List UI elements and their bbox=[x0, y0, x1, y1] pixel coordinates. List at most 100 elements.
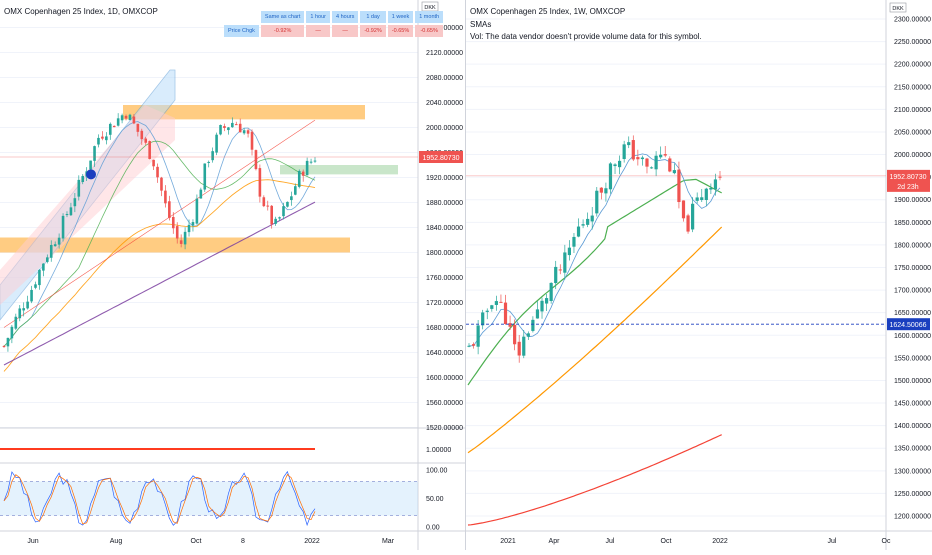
daily-chart-canvas[interactable]: 2160.00000 2120.00000 2080.00000 2040.00000… bbox=[0, 0, 465, 550]
table-cell-1: — bbox=[306, 25, 330, 37]
candle-body bbox=[526, 333, 530, 337]
price-tick-label: 1640.00000 bbox=[426, 350, 463, 357]
price-tick-label: 2150.00000 bbox=[894, 84, 931, 91]
candle-body bbox=[540, 300, 544, 312]
candle-body bbox=[672, 170, 676, 174]
candle-body bbox=[485, 310, 489, 312]
candle-body bbox=[294, 186, 297, 195]
candle-body bbox=[618, 160, 622, 168]
candle-body bbox=[179, 240, 183, 244]
candle-body bbox=[636, 157, 640, 160]
candle-body bbox=[26, 301, 29, 309]
candle-body bbox=[563, 252, 567, 273]
candle-body bbox=[132, 116, 136, 124]
sma-long-line bbox=[467, 434, 722, 526]
price-tick-label: 1500.00000 bbox=[894, 378, 931, 385]
candle-body bbox=[42, 263, 45, 271]
price-tick-label: 1560.00000 bbox=[426, 400, 463, 407]
table-header-3: 1 day bbox=[360, 11, 386, 23]
hline-price-badge bbox=[887, 318, 930, 331]
candle-body bbox=[290, 196, 293, 201]
time-label: Jun bbox=[27, 538, 38, 545]
candle-body bbox=[544, 298, 549, 304]
candle-body bbox=[627, 142, 631, 146]
candle-body bbox=[105, 136, 108, 141]
candle-body bbox=[112, 125, 116, 128]
candle-body bbox=[187, 224, 191, 233]
candle-body bbox=[108, 123, 112, 135]
candle-body bbox=[10, 326, 14, 339]
weekly-chart-panel[interactable]: 2300.00000 2250.00000 2200.00000 2150.00000… bbox=[466, 0, 932, 550]
candle-body bbox=[57, 237, 61, 245]
candle-body bbox=[49, 244, 53, 258]
sma-slow-line bbox=[467, 226, 723, 454]
price-tick-label: 1800.00000 bbox=[894, 242, 931, 249]
time-label: Aug bbox=[110, 538, 123, 545]
candle-body bbox=[164, 190, 167, 204]
candle-body bbox=[513, 324, 517, 345]
price-tick-label: 1300.00000 bbox=[894, 468, 931, 475]
candle-body bbox=[604, 188, 608, 194]
candle-body bbox=[531, 319, 535, 331]
price-tick-label: 2050.00000 bbox=[894, 129, 931, 136]
candle-body bbox=[22, 308, 25, 311]
candle-body bbox=[211, 151, 214, 161]
candle-body bbox=[622, 144, 626, 160]
candle-body bbox=[278, 217, 281, 219]
price-tick-label: 2160.00000 bbox=[426, 25, 463, 32]
time-label: 2021 bbox=[500, 538, 516, 545]
candle-body bbox=[659, 154, 663, 158]
candle-body bbox=[69, 207, 73, 216]
candle-body bbox=[282, 206, 285, 217]
smas-legend: SMAs bbox=[470, 20, 492, 29]
ma-long-line bbox=[3, 201, 316, 366]
candle-body bbox=[668, 158, 672, 172]
candle-body bbox=[305, 160, 309, 176]
candle-body bbox=[517, 341, 521, 356]
time-label: 2022 bbox=[304, 538, 320, 545]
candle-body bbox=[713, 179, 718, 190]
candle-body bbox=[613, 164, 617, 167]
table-header-2: 4 hours bbox=[331, 11, 359, 23]
candle-body bbox=[631, 140, 635, 160]
candle-body bbox=[691, 203, 695, 230]
candle-body bbox=[148, 141, 151, 159]
candle-body bbox=[231, 122, 234, 128]
candle-body bbox=[266, 205, 270, 207]
candle-body bbox=[195, 198, 199, 224]
price-tick-label: 2100.00000 bbox=[894, 107, 931, 114]
candle-body bbox=[14, 316, 18, 329]
candle-body bbox=[567, 247, 571, 256]
table-header-5: 1 month bbox=[415, 11, 444, 23]
candle-body bbox=[73, 198, 77, 207]
candle-body bbox=[608, 163, 613, 190]
candle-body bbox=[490, 305, 494, 309]
time-label: Oct bbox=[661, 538, 672, 545]
candle-body bbox=[262, 197, 266, 207]
candle-body bbox=[274, 218, 277, 224]
candle-body bbox=[30, 289, 33, 302]
daily-chart-panel[interactable]: 2160.00000 2120.00000 2080.00000 2040.00000… bbox=[0, 0, 466, 550]
last-price-badge bbox=[887, 169, 930, 192]
candle-body bbox=[471, 344, 476, 346]
candle-body bbox=[586, 218, 590, 225]
price-tick-label: 1350.00000 bbox=[894, 446, 931, 453]
candle-body bbox=[645, 158, 649, 167]
resistance-zone bbox=[123, 105, 365, 120]
candle-body bbox=[219, 124, 222, 135]
candle-body bbox=[61, 215, 65, 239]
candle-body bbox=[649, 167, 654, 169]
table-header-4: 1 week bbox=[387, 11, 414, 23]
price-tick-label: 1750.00000 bbox=[894, 265, 931, 272]
candle-body bbox=[704, 188, 708, 200]
candle-body bbox=[175, 226, 179, 239]
price-tick-label: 2200.00000 bbox=[894, 62, 931, 69]
candle-body bbox=[313, 160, 317, 162]
weekly-chart-canvas[interactable]: 2300.00000 2250.00000 2200.00000 2150.00000… bbox=[466, 0, 932, 550]
candle-body bbox=[301, 171, 305, 176]
candle-body bbox=[270, 205, 273, 225]
time-label: Jul bbox=[828, 538, 837, 545]
candle-body bbox=[581, 224, 585, 226]
candle-body bbox=[199, 189, 203, 199]
candle-body bbox=[77, 179, 81, 197]
